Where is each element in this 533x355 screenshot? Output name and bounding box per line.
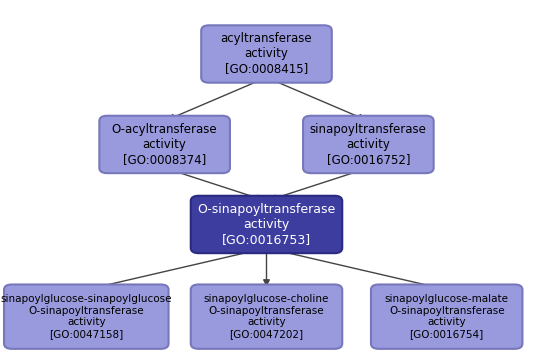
Text: acyltransferase
activity
[GO:0008415]: acyltransferase activity [GO:0008415]	[221, 33, 312, 76]
Text: O-sinapoyltransferase
activity
[GO:0016753]: O-sinapoyltransferase activity [GO:00167…	[197, 203, 336, 246]
FancyBboxPatch shape	[303, 116, 434, 173]
FancyBboxPatch shape	[99, 116, 230, 173]
FancyBboxPatch shape	[191, 284, 342, 349]
FancyBboxPatch shape	[4, 284, 168, 349]
FancyBboxPatch shape	[371, 284, 522, 349]
Text: sinapoylglucose-choline
O-sinapoyltransferase
activity
[GO:0047202]: sinapoylglucose-choline O-sinapoyltransf…	[204, 294, 329, 339]
Text: sinapoylglucose-malate
O-sinapoyltransferase
activity
[GO:0016754]: sinapoylglucose-malate O-sinapoyltransfe…	[385, 294, 508, 339]
Text: O-acyltransferase
activity
[GO:0008374]: O-acyltransferase activity [GO:0008374]	[112, 123, 217, 166]
Text: sinapoylglucose-sinapoylglucose
O-sinapoyltransferase
activity
[GO:0047158]: sinapoylglucose-sinapoylglucose O-sinapo…	[1, 294, 172, 339]
FancyBboxPatch shape	[201, 25, 332, 83]
FancyBboxPatch shape	[191, 196, 342, 253]
Text: sinapoyltransferase
activity
[GO:0016752]: sinapoyltransferase activity [GO:0016752…	[310, 123, 427, 166]
